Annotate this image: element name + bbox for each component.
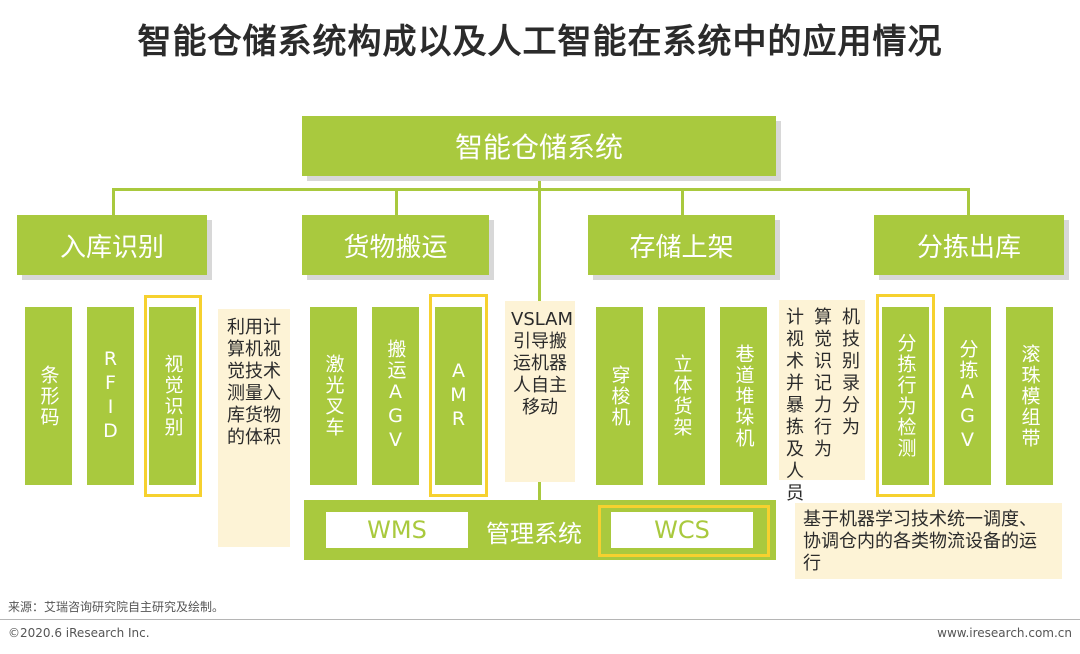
note-column-2: 算觉识记力行为 <box>814 307 832 460</box>
note-machine-learning: 基于机器学习技术统一调度、协调仓内的各类物流设备的运行 <box>795 503 1062 579</box>
website: www.iresearch.com.cn <box>937 626 1072 640</box>
leaf-sorting-behavior-detection: 分拣行为检测 <box>882 307 929 485</box>
leaf-3d-shelf: 立体货架 <box>658 307 705 485</box>
category-inbound: 入库识别 <box>17 215 207 275</box>
leaf-label: 分拣AGV <box>956 339 979 453</box>
leaf-label: 条形码 <box>37 364 60 428</box>
wcs-box: WCS <box>611 512 753 548</box>
footer-divider <box>0 619 1080 620</box>
highlight-frame <box>598 505 770 557</box>
leaf-label: RFID <box>99 348 122 444</box>
page-title: 智能仓储系统构成以及人工智能在系统中的应用情况 <box>137 22 943 62</box>
note-text: 基于机器学习技术统一调度、协调仓内的各类物流设备的运行 <box>803 509 1037 574</box>
root-node: 智能仓储系统 <box>302 116 776 176</box>
note-text: VSLAM引导搬运机器人自主移动 <box>511 309 574 418</box>
leaf-label: 滚珠模组带 <box>1018 343 1041 449</box>
management-system-bar: WMS 管理系统 WCS <box>304 500 776 560</box>
connector-cat4 <box>967 188 970 215</box>
leaf-label: 立体货架 <box>670 354 693 438</box>
copyright: ©2020.6 iResearch Inc. <box>8 626 150 640</box>
leaf-barcode: 条形码 <box>25 307 72 485</box>
note-volume-measurement: 利用计算机视觉技术测量入库货物的体积 <box>218 309 290 547</box>
leaf-label: AMR <box>447 360 470 432</box>
wms-box: WMS <box>326 512 468 548</box>
leaf-handling-agv: 搬运AGV <box>372 307 419 485</box>
note-machine-vision: 计视术并暴拣及人员 算觉识记力行为 机技别录分为 <box>779 300 865 504</box>
note-column-1: 计视术并暴拣及人员 <box>786 307 804 504</box>
leaf-label: 视觉识别 <box>161 354 184 438</box>
highlight-frame <box>144 295 202 497</box>
leaf-label: 巷道堆垛机 <box>732 343 755 449</box>
leaf-visual-recognition: 视觉识别 <box>149 307 196 485</box>
leaf-shuttle: 穿梭机 <box>596 307 643 485</box>
leaf-label: 搬运AGV <box>384 339 407 453</box>
leaf-laser-forklift: 激光叉车 <box>310 307 357 485</box>
connector-cat3 <box>681 188 684 215</box>
highlight-frame <box>429 294 488 497</box>
source-note: 来源：艾瑞咨询研究院自主研究及绘制。 <box>8 600 225 614</box>
category-sorting: 分拣出库 <box>874 215 1064 275</box>
note-text: 利用计算机视觉技术测量入库货物的体积 <box>227 317 281 448</box>
leaf-label: 激光叉车 <box>322 354 345 438</box>
leaf-ball-module-belt: 滚珠模组带 <box>1006 307 1053 485</box>
category-handling: 货物搬运 <box>302 215 489 275</box>
leaf-rfid: RFID <box>87 307 134 485</box>
note-vslam: VSLAM引导搬运机器人自主移动 <box>505 301 575 482</box>
connector-center-trunk <box>538 189 541 301</box>
connector-cat2 <box>395 188 398 215</box>
leaf-label: 分拣行为检测 <box>894 333 917 459</box>
highlight-frame <box>876 294 935 497</box>
connector-root-down <box>538 176 541 189</box>
leaf-sorting-agv: 分拣AGV <box>944 307 991 485</box>
leaf-amr: AMR <box>435 307 482 485</box>
category-storage: 存储上架 <box>588 215 775 275</box>
connector-center-bottom <box>538 482 541 500</box>
leaf-label: 穿梭机 <box>608 364 631 428</box>
connector-cat1 <box>112 188 115 215</box>
leaf-stacker-crane: 巷道堆垛机 <box>720 307 767 485</box>
connector-horizontal <box>112 188 970 191</box>
note-column-3: 机技别录分为 <box>842 307 860 438</box>
management-label: 管理系统 <box>486 520 582 548</box>
